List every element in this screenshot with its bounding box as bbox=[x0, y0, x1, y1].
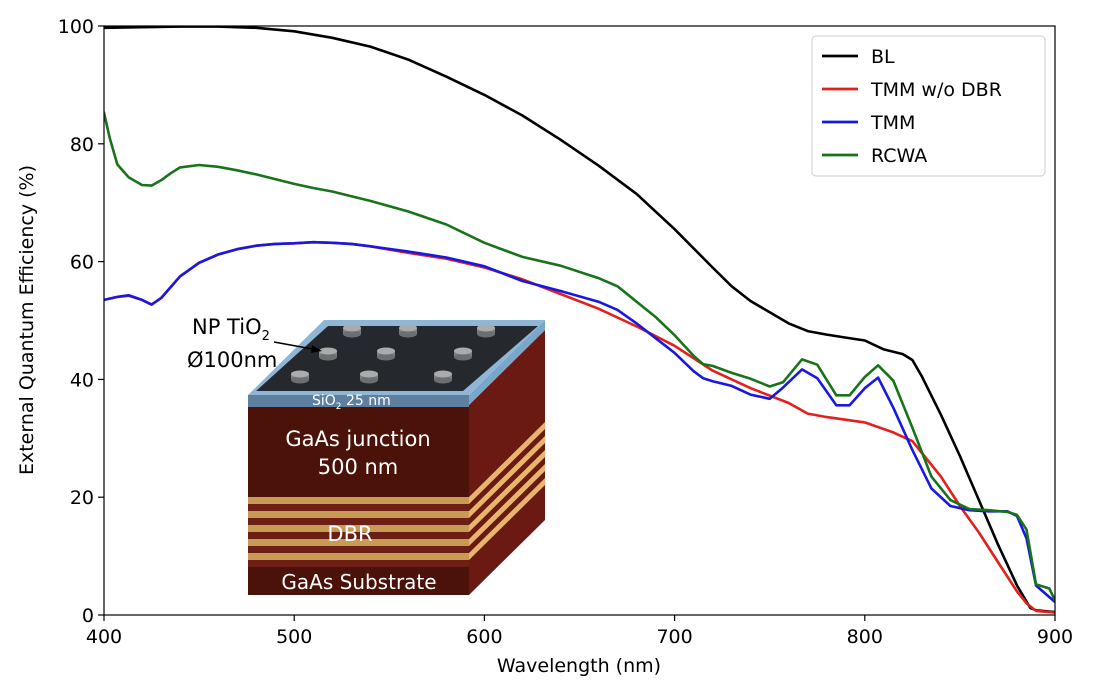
legend-label: BL bbox=[871, 46, 895, 68]
nanoparticle-top bbox=[319, 347, 337, 355]
x-tick-label: 500 bbox=[276, 626, 312, 648]
sio2-label-sub: 2 bbox=[336, 402, 342, 412]
y-axis-label: External Quantum Efficiency (%) bbox=[16, 165, 38, 475]
front-gaas-junction bbox=[248, 407, 469, 497]
nanoparticle-base bbox=[343, 330, 361, 338]
dbr-layer bbox=[248, 525, 469, 532]
dbr-side-layer bbox=[469, 422, 545, 504]
nanoparticle-base bbox=[434, 376, 452, 384]
np-pointer-arrowhead bbox=[311, 345, 322, 353]
series-line-bl bbox=[104, 26, 1055, 614]
x-tick-label: 400 bbox=[86, 626, 122, 648]
dbr-layer bbox=[248, 511, 469, 518]
legend-box bbox=[811, 35, 1046, 177]
cell-top-inner bbox=[256, 326, 538, 391]
nanoparticle-top bbox=[454, 347, 472, 355]
y-tick-label: 40 bbox=[70, 369, 94, 391]
nanoparticle-base bbox=[319, 353, 337, 361]
axes-frame bbox=[103, 25, 1056, 616]
np-tio2-label: NP TiO2 bbox=[192, 315, 270, 344]
dbr-layer bbox=[248, 539, 469, 546]
junction-label-line1: GaAs junction bbox=[285, 427, 430, 451]
np-pointer-arrow bbox=[273, 341, 319, 351]
dbr-layer bbox=[248, 553, 469, 560]
legend: BL TMM w/o DBR TMM RCWA bbox=[811, 35, 1046, 177]
dbr-layer bbox=[248, 504, 469, 511]
x-tick-label: 800 bbox=[847, 626, 883, 648]
nanoparticle-top bbox=[399, 324, 417, 332]
sio2-label-rest: 25 nm bbox=[342, 393, 391, 409]
solar-cell-illustration: SiO2 25 nm GaAs junction 500 nm DBR GaAs… bbox=[187, 315, 545, 595]
x-axis-label: Wavelength (nm) bbox=[497, 655, 661, 677]
side-sio2-layer bbox=[469, 320, 545, 405]
diameter-label: Ø100nm bbox=[187, 348, 277, 372]
nanoparticle-top bbox=[343, 324, 361, 332]
nanoparticle-base bbox=[377, 353, 395, 361]
y-tick-label: 60 bbox=[70, 252, 94, 274]
tio2-nanoparticles bbox=[291, 324, 495, 384]
nanoparticle-top bbox=[377, 347, 395, 355]
y-tick-label: 0 bbox=[82, 605, 94, 627]
dbr-layer bbox=[248, 560, 469, 567]
np-tio2-label-main: NP TiO bbox=[192, 315, 262, 339]
y-tick-label: 20 bbox=[70, 487, 94, 509]
x-tick-label: 600 bbox=[466, 626, 502, 648]
substrate-label: GaAs Substrate bbox=[281, 570, 436, 594]
x-tick-label: 900 bbox=[1037, 626, 1073, 648]
nanoparticle-top bbox=[434, 370, 452, 378]
dbr-side-layer bbox=[469, 478, 545, 560]
nanoparticle-base bbox=[454, 353, 472, 361]
y-tick-label: 80 bbox=[70, 134, 94, 156]
x-axis-ticks: 400 500 600 700 800 900 bbox=[86, 615, 1073, 648]
series-layer bbox=[104, 26, 1055, 614]
nanoparticle-base bbox=[399, 330, 417, 338]
series-line-tmm bbox=[104, 240, 1055, 604]
nanoparticle-base bbox=[360, 376, 378, 384]
dbr-layer bbox=[248, 518, 469, 525]
junction-label-line2: 500 nm bbox=[318, 455, 399, 479]
legend-label: RCWA bbox=[871, 145, 927, 167]
nanoparticle-top bbox=[477, 324, 495, 332]
nanoparticle-top bbox=[291, 370, 309, 378]
nanoparticle-base bbox=[291, 376, 309, 384]
legend-label: TMM w/o DBR bbox=[870, 79, 1002, 101]
x-tick-label: 700 bbox=[656, 626, 692, 648]
dbr-layer bbox=[248, 497, 469, 504]
np-tio2-label-sub: 2 bbox=[262, 329, 270, 344]
series-line-rcwa bbox=[104, 111, 1055, 602]
nanoparticle-top bbox=[360, 370, 378, 378]
dbr-side-layer bbox=[469, 450, 545, 532]
dbr-front-stripes bbox=[248, 497, 469, 567]
y-tick-label: 100 bbox=[58, 16, 94, 38]
dbr-side-layer bbox=[469, 464, 545, 546]
legend-label: TMM bbox=[870, 112, 915, 134]
nanoparticle-base bbox=[477, 330, 495, 338]
front-gaas-substrate bbox=[248, 567, 469, 595]
dbr-side-layer bbox=[469, 436, 545, 518]
dbr-side-stripes bbox=[469, 422, 545, 560]
dbr-label: DBR bbox=[327, 522, 372, 546]
y-axis-ticks: 0 20 40 60 80 100 bbox=[58, 16, 104, 627]
sio2-label-main: SiO bbox=[312, 393, 336, 409]
dbr-layer bbox=[248, 532, 469, 539]
front-sio2-layer bbox=[248, 395, 469, 407]
sio2-label: SiO2 25 nm bbox=[312, 393, 391, 412]
dbr-layer bbox=[248, 546, 469, 553]
